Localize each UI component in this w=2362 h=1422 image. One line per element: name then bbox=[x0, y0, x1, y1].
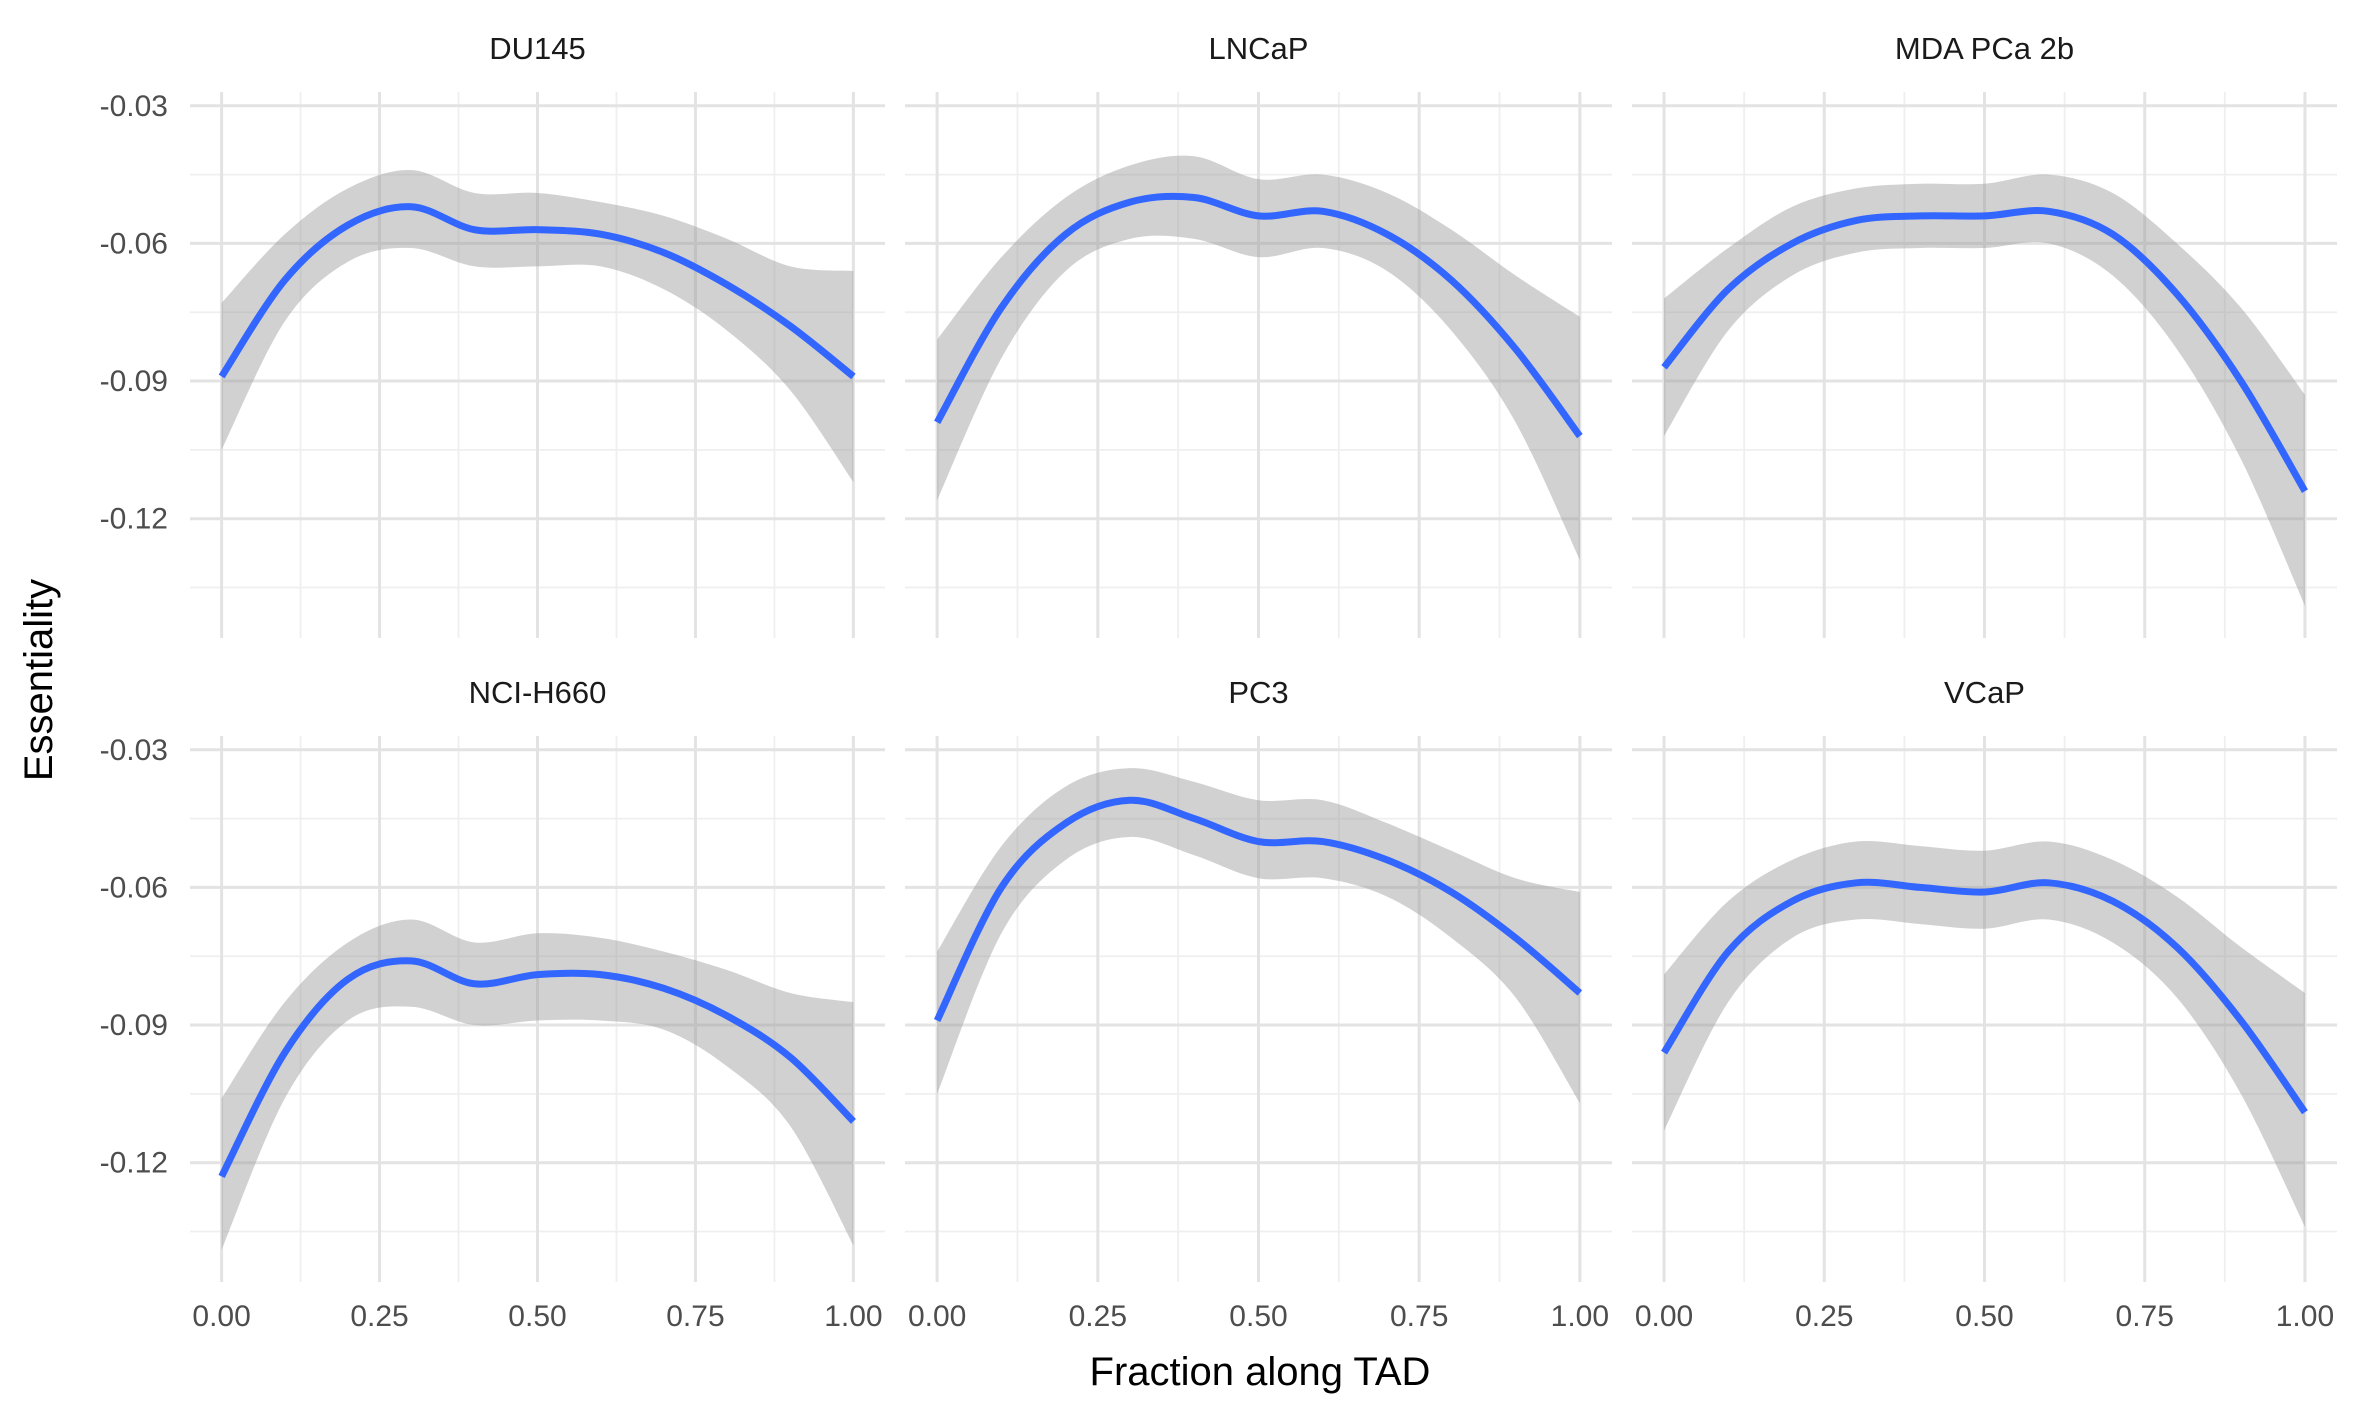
y-tick-label: -0.12 bbox=[100, 1147, 168, 1180]
fit-line bbox=[1661, 207, 2308, 493]
fit-line bbox=[218, 957, 856, 1179]
fit-line bbox=[1661, 878, 2308, 1115]
x-tick-label: 0.75 bbox=[666, 1300, 724, 1333]
panel-title: PC3 bbox=[1228, 675, 1288, 710]
x-tick-label: 0.50 bbox=[508, 1300, 566, 1333]
panel-lncap: LNCaP bbox=[905, 31, 1612, 638]
x-axis-title: Fraction along TAD bbox=[1090, 1350, 1431, 1394]
panel-title: VCaP bbox=[1944, 675, 2025, 710]
panel-title: MDA PCa 2b bbox=[1895, 31, 2074, 66]
panel-pc3: PC3 0.00 0.25 0.50 0.75 1.00 bbox=[905, 675, 1612, 1333]
fit-line bbox=[934, 192, 1583, 439]
confidence-band bbox=[937, 768, 1580, 1104]
x-tick-label: 0.75 bbox=[1390, 1300, 1448, 1333]
x-tick-label: 1.00 bbox=[1551, 1300, 1609, 1333]
panel-title: DU145 bbox=[489, 31, 586, 66]
y-tick-label: -0.06 bbox=[100, 871, 168, 904]
fit-line bbox=[218, 203, 856, 380]
y-tick-label: -0.09 bbox=[100, 365, 168, 398]
y-tick-label: -0.12 bbox=[100, 503, 168, 536]
x-tick-label: 0.25 bbox=[1069, 1300, 1127, 1333]
y-tick-label: -0.03 bbox=[100, 734, 168, 767]
y-tick-label: -0.09 bbox=[100, 1009, 168, 1042]
x-tick-label: 0.25 bbox=[350, 1300, 408, 1333]
x-tick-label: 0.00 bbox=[908, 1300, 966, 1333]
panel-vcap: VCaP 0.00 0.25 0.50 0.75 1.00 bbox=[1632, 675, 2337, 1333]
panel-du145: DU145 -0.03 -0.06 -0.09 -0.12 bbox=[100, 31, 885, 638]
x-tick-label: 0.25 bbox=[1795, 1300, 1853, 1333]
y-tick-label: -0.03 bbox=[100, 90, 168, 123]
x-tick-label: 0.50 bbox=[1229, 1300, 1287, 1333]
x-tick-label: 0.00 bbox=[192, 1300, 250, 1333]
panel-nci-h660: NCI-H660 -0.03 -0.06 -0.09 -0.12 0.00 0.25 0.50… bbox=[100, 675, 885, 1333]
x-tick-label: 0.50 bbox=[1955, 1300, 2013, 1333]
x-tick-label: 0.75 bbox=[2116, 1300, 2174, 1333]
x-tick-label: 1.00 bbox=[824, 1300, 882, 1333]
x-tick-label: 0.00 bbox=[1635, 1300, 1693, 1333]
fit-line bbox=[933, 796, 1583, 1022]
confidence-band bbox=[1664, 174, 2305, 606]
y-tick-label: -0.06 bbox=[100, 227, 168, 260]
confidence-band bbox=[221, 169, 854, 482]
panel-title: LNCaP bbox=[1209, 31, 1309, 66]
confidence-band bbox=[1664, 840, 2305, 1227]
y-axis-title: Essentiality bbox=[17, 579, 61, 781]
panel-mda-pca-2b: MDA PCa 2b bbox=[1632, 31, 2337, 638]
x-tick-label: 1.00 bbox=[2276, 1300, 2334, 1333]
panel-title: NCI-H660 bbox=[469, 675, 607, 710]
